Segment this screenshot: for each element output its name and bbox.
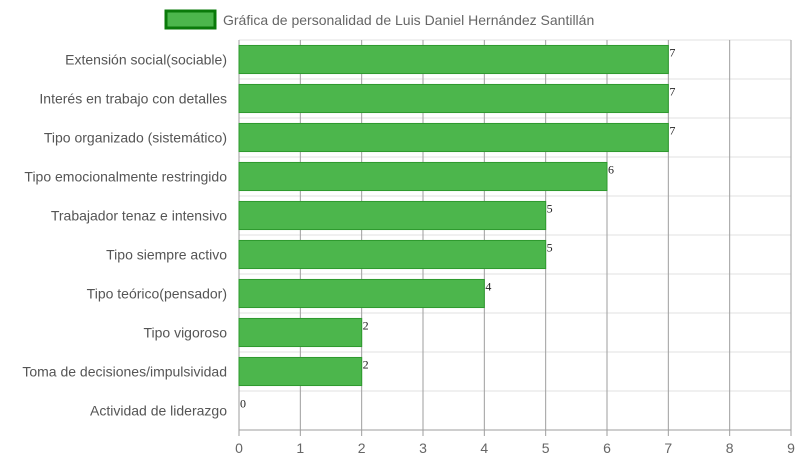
category-label: Actividad de liderazgo: [90, 403, 227, 419]
data-label: 4: [485, 280, 491, 294]
category-label: Tipo organizado (sistemático): [44, 130, 227, 146]
x-tick-label: 9: [787, 440, 795, 456]
x-tick-label: 1: [296, 440, 304, 456]
data-label: 7: [669, 124, 675, 138]
data-label: 6: [608, 163, 614, 177]
x-tick-label: 3: [419, 440, 427, 456]
bar[interactable]: [238, 278, 485, 309]
bar[interactable]: [238, 122, 669, 153]
data-label: 7: [669, 46, 675, 60]
x-tick-label: 6: [603, 440, 611, 456]
data-label: 7: [669, 85, 675, 99]
data-label: 2: [363, 358, 369, 372]
data-labels: 7 7 7 6 5 5 4 2 2 0: [240, 46, 675, 411]
category-label: Toma de decisiones/impulsividad: [22, 364, 227, 380]
category-label: Tipo teórico(pensador): [87, 286, 227, 302]
bar[interactable]: [238, 44, 669, 75]
x-tick-label: 5: [542, 440, 550, 456]
x-tick-label: 2: [358, 440, 366, 456]
bar[interactable]: [238, 356, 363, 387]
category-label: Tipo vigoroso: [143, 325, 227, 341]
x-tick-label: 8: [726, 440, 734, 456]
bar[interactable]: [238, 161, 608, 192]
bar[interactable]: [238, 200, 547, 231]
x-tick-label: 4: [480, 440, 488, 456]
category-label: Trabajador tenaz e intensivo: [51, 208, 227, 224]
bar[interactable]: [238, 239, 547, 270]
bar[interactable]: [238, 83, 669, 114]
legend-swatch[interactable]: [164, 9, 217, 30]
category-label: Interés en trabajo con detalles: [39, 91, 227, 107]
category-labels: Extensión social(sociable) Interés en tra…: [22, 52, 227, 419]
data-label: 2: [363, 319, 369, 333]
category-label: Tipo siempre activo: [106, 247, 227, 263]
data-label: 5: [547, 241, 553, 255]
category-label: Extensión social(sociable): [65, 52, 227, 68]
legend[interactable]: Gráfica de personalidad de Luis Daniel H…: [164, 9, 594, 30]
bars: [238, 44, 669, 387]
legend-label[interactable]: Gráfica de personalidad de Luis Daniel H…: [223, 12, 594, 28]
category-label: Tipo emocionalmente restringido: [24, 169, 227, 185]
x-tick-label: 7: [664, 440, 672, 456]
x-tick-label: 0: [235, 440, 243, 456]
x-tick-labels: 0 1 2 3 4 5 6 7 8 9: [235, 440, 795, 456]
data-label: 5: [547, 202, 553, 216]
data-label: 0: [240, 397, 246, 411]
bar[interactable]: [238, 317, 363, 348]
